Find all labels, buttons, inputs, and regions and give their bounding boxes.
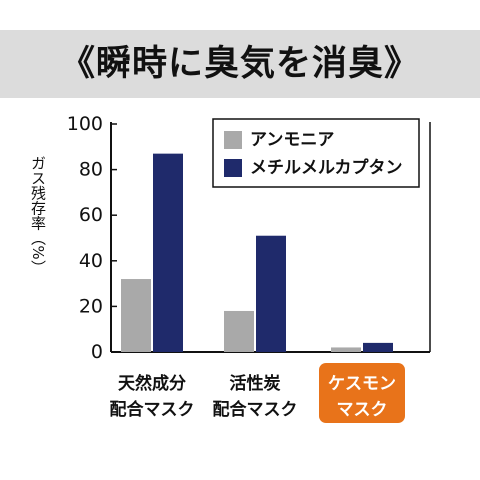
- category-label: マスク: [337, 400, 388, 420]
- bar: [224, 310, 254, 352]
- y-tick-label: 60: [79, 204, 103, 226]
- legend-label: アンモニア: [250, 130, 334, 150]
- category-label: 配合マスク: [213, 399, 298, 420]
- category-label: 天然成分: [118, 373, 186, 394]
- bar: [331, 347, 361, 352]
- axes-group: 0 20 40 60 80 100 ガス残存率（%）: [29, 113, 431, 363]
- y-tick-label: 40: [79, 250, 103, 272]
- legend-label: メチルメルカプタン: [250, 157, 403, 178]
- bar: [363, 342, 393, 352]
- legend-swatch: [224, 131, 242, 149]
- bar: [153, 153, 183, 352]
- category-label: 配合マスク: [110, 399, 195, 420]
- bars-group: [121, 153, 393, 352]
- category-label: 活性炭: [230, 373, 281, 394]
- y-tick-label: 0: [91, 341, 103, 363]
- y-tick-label: 100: [67, 113, 103, 135]
- bar: [121, 279, 151, 352]
- highlight-label-box: [319, 363, 405, 423]
- title-banner: [0, 30, 480, 98]
- bar: [256, 235, 286, 352]
- y-axis-title: ガス残存率（%）: [29, 155, 47, 274]
- y-tick-label: 20: [79, 295, 103, 317]
- y-tick-label: 80: [79, 159, 103, 181]
- legend-box: [212, 118, 420, 188]
- chart-title: 《瞬時に臭気を消臭》: [59, 44, 420, 84]
- legend-swatch: [224, 159, 242, 177]
- category-label: ケスモン: [328, 374, 396, 394]
